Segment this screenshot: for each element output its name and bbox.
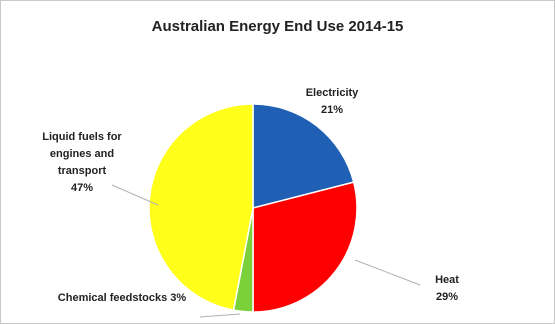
pie-slice-3 <box>148 103 254 312</box>
chart-title: Australian Energy End Use 2014-15 <box>151 18 404 35</box>
slice-label-line: Heat <box>435 274 459 286</box>
leader-line-2 <box>199 313 241 318</box>
slice-label-line: 29% <box>436 291 458 303</box>
leader-lines <box>111 184 421 318</box>
slice-label-1: Heat 29% <box>435 274 459 303</box>
slice-label-line: transport <box>58 165 107 177</box>
pie-slices <box>148 103 358 313</box>
slice-label-2: Chemical feedstocks 3% <box>58 292 187 304</box>
slice-label-3: Liquid fuels for engines and transport 47% <box>42 131 122 194</box>
pie-slice-1 <box>252 181 358 313</box>
slice-label-line: Chemical feedstocks 3% <box>58 292 187 304</box>
leader-line-1 <box>354 259 421 286</box>
leader-line-3 <box>111 184 159 206</box>
slice-label-0: Electricity 21% <box>306 87 359 116</box>
slice-label-line: engines and <box>50 148 114 160</box>
slice-labels: Electricity 21% Heat 29% Chemical feedstocks… <box>42 87 459 304</box>
slice-label-line: 47% <box>71 182 93 194</box>
slice-label-line: 21% <box>321 104 343 116</box>
pie-slice-0 <box>252 103 355 209</box>
slice-label-line: Electricity <box>306 87 359 99</box>
slice-label-line: Liquid fuels for <box>42 131 122 143</box>
